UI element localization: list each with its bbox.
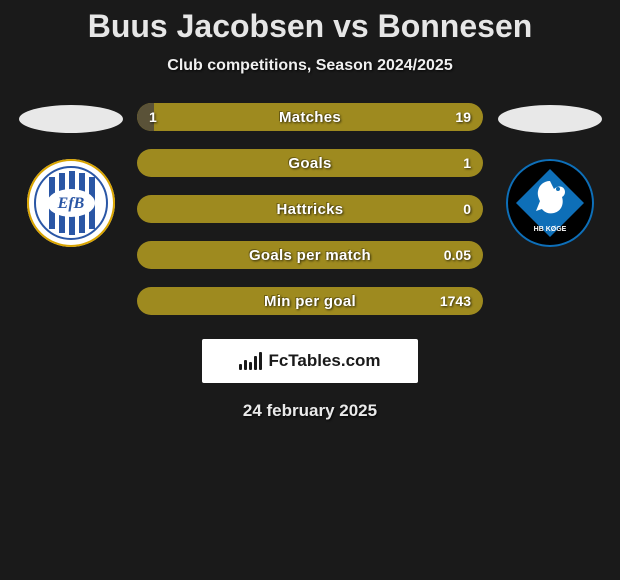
left-side: EfB [18, 103, 123, 247]
comparison-card: Buus Jacobsen vs Bonnesen Club competiti… [0, 0, 620, 421]
player1-club-logo: EfB [27, 159, 115, 247]
stat-right-value: 1 [463, 155, 471, 171]
footer-date: 24 february 2025 [0, 401, 620, 421]
stat-right-value: 1743 [440, 293, 471, 309]
player2-photo-placeholder [498, 105, 602, 133]
stat-bar: Min per goal 1743 [137, 287, 483, 315]
brand-badge[interactable]: FcTables.com [202, 339, 418, 383]
stat-label: Matches [279, 109, 341, 126]
player1-photo-placeholder [19, 105, 123, 133]
vs-text: vs [333, 8, 369, 44]
player2-name: Bonnesen [378, 8, 533, 44]
brand-text: FcTables.com [268, 351, 380, 371]
stat-right-value: 19 [455, 109, 471, 125]
stat-label: Goals per match [249, 247, 371, 264]
stat-label: Goals [288, 155, 331, 172]
hbkoge-logo-icon: HB KØGE [506, 159, 594, 247]
page-title: Buus Jacobsen vs Bonnesen [0, 8, 620, 45]
svg-text:EfB: EfB [56, 195, 84, 212]
player1-name: Buus Jacobsen [88, 8, 325, 44]
chart-icon [239, 352, 262, 370]
efb-logo-icon: EfB [27, 159, 115, 247]
stat-bar: 1 Matches 19 [137, 103, 483, 131]
right-side: HB KØGE [497, 103, 602, 247]
stat-left-value: 1 [149, 109, 157, 125]
stat-right-value: 0 [463, 201, 471, 217]
stat-bar: Goals per match 0.05 [137, 241, 483, 269]
stat-bars: 1 Matches 19 Goals 1 Hattricks 0 Goals per matc… [137, 103, 483, 315]
stat-bar: Hattricks 0 [137, 195, 483, 223]
subtitle: Club competitions, Season 2024/2025 [0, 57, 620, 75]
stat-label: Hattricks [277, 201, 344, 218]
stat-label: Min per goal [264, 293, 356, 310]
stat-bar: Goals 1 [137, 149, 483, 177]
svg-text:HB KØGE: HB KØGE [533, 226, 566, 233]
main-row: EfB 1 Matches 19 Goals 1 Hattricks 0 Goals per … [0, 103, 620, 315]
stat-right-value: 0.05 [444, 247, 471, 263]
player2-club-logo: HB KØGE [506, 159, 594, 247]
